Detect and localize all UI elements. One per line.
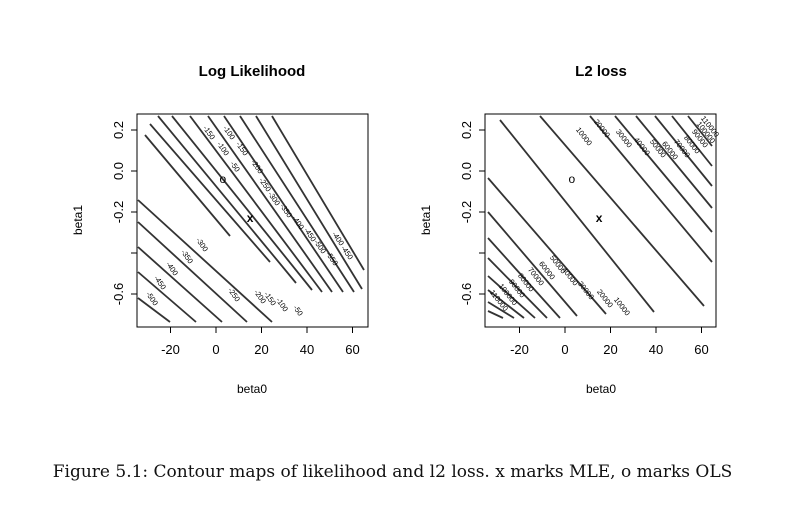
x-tick-label: 20 (603, 342, 617, 357)
contour-line (487, 301, 515, 319)
figure-caption: Figure 5.1: Contour maps of likelihood a… (52, 462, 733, 482)
contour-lines (487, 115, 713, 319)
panel-title: L2 loss (575, 63, 627, 80)
contour-line (137, 271, 197, 323)
y-axis-label: beta1 (419, 205, 433, 235)
contour-line (487, 237, 561, 319)
contour-line (487, 177, 607, 315)
x-tick-label: -20 (161, 342, 180, 357)
ols-marker: o (568, 172, 575, 186)
y-axis: 0.2 0.0 -0.2 -0.6 (111, 121, 138, 305)
contour-line (499, 119, 655, 313)
y-tick-label: 0.2 (459, 121, 474, 139)
mle-marker: x (596, 211, 603, 225)
contour-label: -300 (194, 236, 210, 253)
x-tick-label: 40 (300, 342, 314, 357)
contour-label: -150 (234, 140, 250, 157)
contour-line (137, 297, 171, 323)
contour-line (635, 115, 713, 209)
contour-line (207, 115, 333, 293)
x-tick-label: 20 (254, 342, 268, 357)
contour-label: 20000 (592, 117, 612, 139)
x-tick-label: -20 (510, 342, 529, 357)
y-tick-label: -0.6 (459, 283, 474, 305)
contour-line (614, 115, 713, 233)
x-axis-label: beta0 (237, 382, 267, 396)
contour-line (255, 115, 363, 290)
x-tick-label: 60 (345, 342, 359, 357)
contour-line (137, 221, 248, 323)
x-axis: -20 0 20 40 60 (161, 326, 360, 357)
contour-label: -450 (152, 274, 168, 291)
contour-label: -250 (226, 286, 242, 303)
contour-lines (137, 115, 365, 323)
contour-label: -100 (274, 296, 290, 313)
contour-label: 30000 (576, 279, 596, 301)
contour-line (157, 115, 297, 284)
contour-line (144, 134, 231, 237)
contour-line (487, 257, 548, 319)
mle-marker: x (247, 211, 254, 225)
contour-line (171, 115, 313, 291)
contour-line (671, 115, 713, 167)
contour-line (239, 115, 355, 293)
x-tick-label: 60 (694, 342, 708, 357)
y-axis-label: beta1 (71, 205, 85, 235)
contour-line (149, 123, 271, 263)
contour-line (137, 199, 273, 323)
y-tick-label: 0.0 (111, 162, 126, 180)
x-axis-label: beta0 (586, 382, 616, 396)
contour-label: -50 (291, 304, 305, 318)
y-axis: 0.2 0.0 -0.2 -0.6 (459, 121, 486, 305)
log-likelihood-panel: Log Likelihood -150-100-50-100-150-200-2… (71, 63, 369, 396)
contour-line (271, 115, 365, 271)
ols-marker: o (219, 172, 226, 186)
contour-label: -400 (164, 260, 180, 277)
contour-line (487, 289, 525, 319)
contour-line (539, 115, 705, 307)
contour-label: 40000 (632, 135, 652, 157)
y-tick-label: -0.2 (111, 201, 126, 223)
contour-label: -450 (339, 244, 355, 261)
contour-label: 30000 (614, 127, 634, 149)
contour-label: 10000 (574, 125, 594, 147)
contour-label: -100 (215, 140, 231, 157)
contour-label: 10000 (612, 295, 632, 317)
contour-label: 20000 (595, 287, 615, 309)
panel-title: Log Likelihood (199, 63, 306, 80)
x-axis: -20 0 20 40 60 (510, 326, 709, 357)
y-tick-label: 0.0 (459, 162, 474, 180)
contour-line (223, 115, 344, 293)
contour-line (487, 275, 536, 319)
contour-line (487, 211, 578, 317)
contour-label: -550 (324, 250, 340, 267)
contour-line (487, 310, 504, 319)
contour-line (189, 115, 323, 293)
x-tick-label: 40 (649, 342, 663, 357)
y-tick-label: -0.6 (111, 283, 126, 305)
contour-line (654, 115, 713, 187)
x-tick-label: 0 (561, 342, 568, 357)
contour-line (589, 115, 713, 263)
x-tick-label: 0 (212, 342, 219, 357)
y-tick-label: -0.2 (459, 201, 474, 223)
contour-line (687, 115, 713, 147)
contour-line (137, 246, 223, 323)
y-tick-label: 0.2 (111, 121, 126, 139)
